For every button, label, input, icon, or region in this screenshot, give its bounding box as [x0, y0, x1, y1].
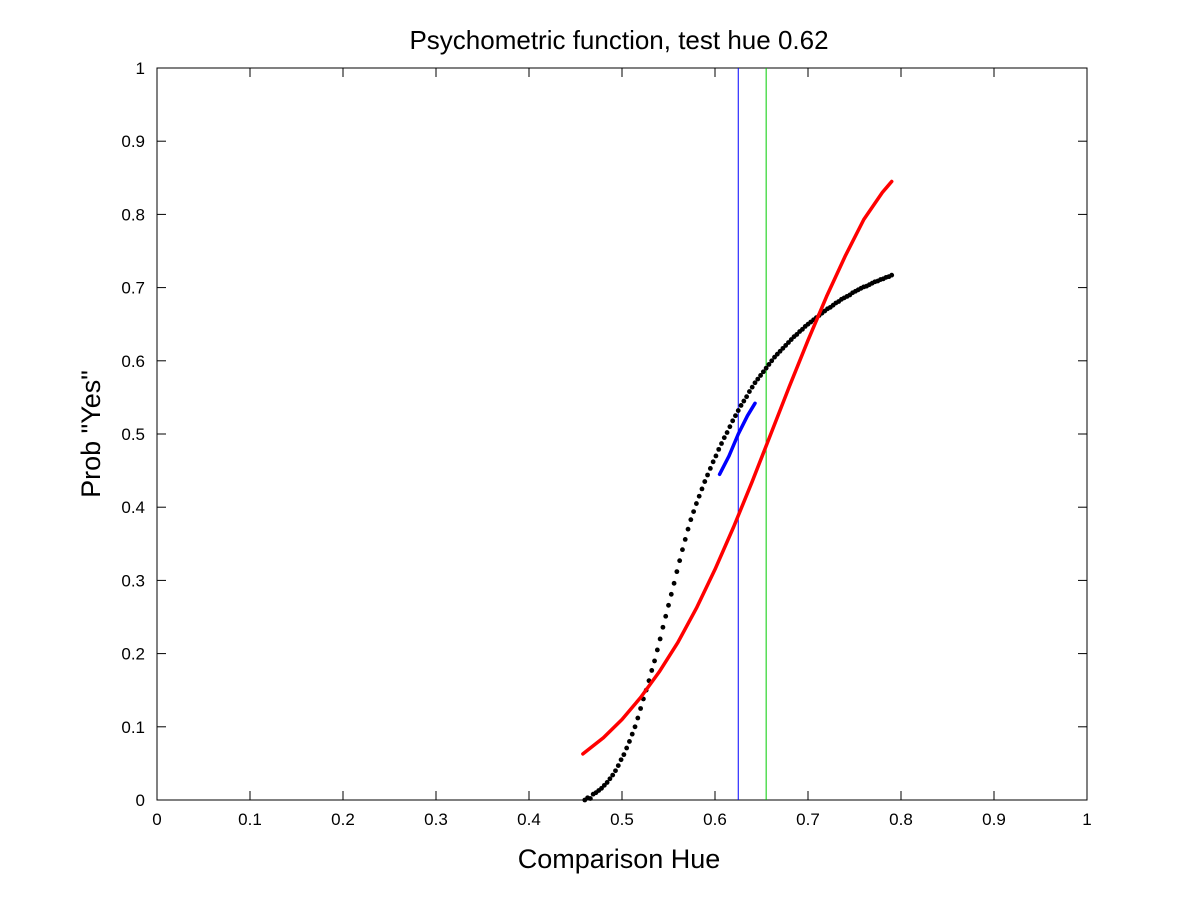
data-point — [682, 537, 688, 542]
plot-area: 0 0.1 0.2 0.3 0.4 0.5 0.6 0.7 0.8 0.9 1 0 0.1 0.2 0.3 0… — [121, 59, 1091, 829]
data-point — [680, 547, 685, 553]
x-axis-label: Comparison Hue — [518, 844, 721, 874]
data-point — [769, 358, 775, 364]
data-point — [766, 362, 772, 367]
data-point — [635, 715, 641, 721]
data-point — [629, 731, 635, 737]
data-point — [760, 369, 766, 375]
data-point — [749, 384, 755, 390]
data-point — [660, 624, 666, 630]
x-tick-label: 0.6 — [703, 810, 727, 829]
data-point — [889, 272, 895, 278]
data-point — [657, 636, 663, 642]
x-tick-label: 0.2 — [331, 810, 355, 829]
data-point — [691, 509, 697, 514]
x-tick-label: 0.4 — [517, 810, 541, 829]
y-tick-label: 0.6 — [121, 352, 145, 371]
y-tick-label: 0.3 — [121, 571, 145, 590]
y-tick-label: 0 — [136, 791, 145, 810]
data-point — [694, 501, 699, 506]
data-point — [666, 602, 671, 608]
x-tick-label: 0.7 — [796, 810, 820, 829]
data-point — [713, 453, 719, 459]
data-point — [652, 658, 657, 664]
data-point — [638, 706, 643, 711]
data-point — [730, 418, 736, 424]
data-point — [733, 413, 738, 419]
data-point — [758, 373, 763, 378]
data-point — [624, 745, 630, 751]
data-point — [735, 408, 741, 413]
data-point — [668, 591, 674, 597]
data-point — [615, 763, 621, 768]
y-tick-label: 0.5 — [121, 425, 145, 444]
data-point — [587, 796, 593, 801]
data-point — [632, 724, 638, 730]
y-tick-label: 0.7 — [121, 279, 145, 298]
data-point — [719, 441, 724, 446]
x-tick-label: 0 — [152, 810, 161, 829]
data-point — [755, 376, 761, 382]
fit-curve — [581, 179, 894, 756]
data-point — [610, 772, 616, 778]
y-tick-label: 0.1 — [121, 718, 145, 737]
data-point — [747, 389, 752, 394]
data-point — [613, 768, 618, 774]
slope-segment — [717, 401, 757, 477]
data-point — [604, 780, 610, 785]
data-point — [627, 739, 632, 744]
data-point — [618, 757, 624, 763]
y-tick-label: 1 — [136, 59, 145, 78]
data-point — [716, 446, 722, 452]
data-point — [705, 472, 710, 478]
data-point — [688, 517, 694, 523]
data-point — [699, 486, 705, 492]
data-point — [744, 394, 750, 400]
data-point — [671, 580, 677, 586]
data-point — [685, 526, 691, 532]
y-tick-label: 0.9 — [121, 132, 145, 151]
y-axis-label: Prob "Yes" — [76, 370, 106, 498]
data-point — [663, 613, 669, 619]
data-point — [707, 466, 713, 471]
data-point — [741, 398, 747, 404]
y-tick-label: 0.2 — [121, 645, 145, 664]
y-tick-label: 0.8 — [121, 205, 145, 224]
chart-title: Psychometric function, test hue 0.62 — [409, 25, 828, 55]
data-point — [649, 668, 655, 673]
data-point — [724, 430, 730, 435]
x-tick-label: 0.9 — [982, 810, 1006, 829]
data-point — [696, 493, 702, 499]
y-tick-label: 0.4 — [121, 498, 145, 517]
data-point — [738, 403, 744, 408]
data-point — [710, 459, 716, 465]
x-tick-label: 0.1 — [238, 810, 262, 829]
data-point — [654, 647, 660, 653]
data-point — [727, 424, 733, 430]
data-point — [702, 479, 708, 484]
x-tick-label: 0.8 — [889, 810, 913, 829]
data-point — [674, 569, 680, 575]
data-point — [721, 435, 727, 441]
data-point — [752, 380, 758, 386]
data-point — [621, 752, 627, 758]
x-tick-label: 0.5 — [610, 810, 634, 829]
x-tick-label: 0.3 — [424, 810, 448, 829]
data-point — [677, 558, 683, 564]
data-point — [607, 776, 613, 782]
x-tick-label: 1 — [1082, 810, 1091, 829]
data-point — [763, 365, 769, 371]
